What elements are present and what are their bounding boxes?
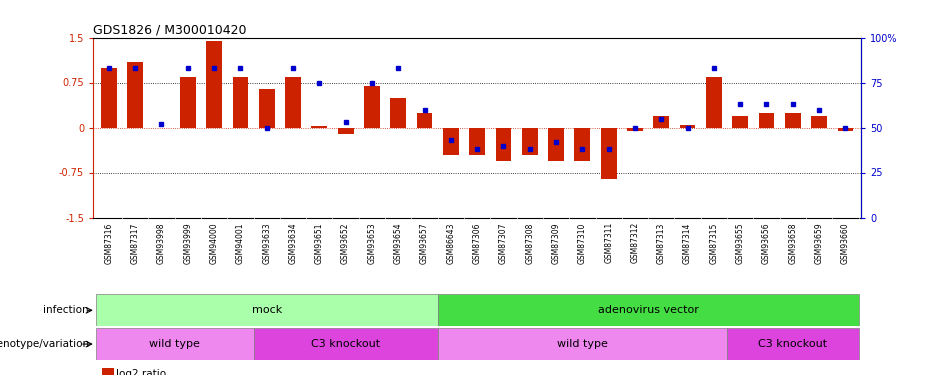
- Text: GSM87310: GSM87310: [578, 222, 587, 264]
- Bar: [838, 128, 854, 130]
- Text: GSM93651: GSM93651: [315, 222, 324, 264]
- Bar: [733, 116, 749, 128]
- Bar: [785, 112, 801, 128]
- Bar: [364, 86, 380, 128]
- Bar: [811, 116, 827, 128]
- Text: GSM93657: GSM93657: [420, 222, 429, 264]
- Text: infection: infection: [44, 305, 92, 315]
- Text: mock: mock: [251, 305, 282, 315]
- Bar: [338, 128, 354, 134]
- Bar: [206, 40, 222, 128]
- Text: C3 knockout: C3 knockout: [311, 339, 380, 349]
- Bar: [259, 88, 275, 128]
- Text: GSM87314: GSM87314: [683, 222, 692, 264]
- Bar: [312, 126, 327, 128]
- Text: GSM87315: GSM87315: [709, 222, 719, 264]
- Text: GSM86643: GSM86643: [446, 222, 455, 264]
- Bar: [438, 328, 727, 360]
- Bar: [495, 128, 511, 160]
- Bar: [96, 294, 438, 326]
- Bar: [548, 128, 564, 160]
- Text: GSM93652: GSM93652: [341, 222, 350, 264]
- Bar: [253, 328, 438, 360]
- Bar: [680, 124, 695, 128]
- Text: GSM93654: GSM93654: [394, 222, 403, 264]
- Bar: [128, 62, 143, 128]
- Text: genotype/variation: genotype/variation: [0, 339, 92, 349]
- Text: GSM93656: GSM93656: [762, 222, 771, 264]
- Bar: [438, 294, 858, 326]
- Text: wild type: wild type: [149, 339, 200, 349]
- Text: GSM93660: GSM93660: [841, 222, 850, 264]
- Bar: [574, 128, 590, 160]
- Bar: [285, 76, 301, 128]
- Bar: [233, 76, 249, 128]
- Bar: [96, 328, 253, 360]
- Text: GSM87306: GSM87306: [473, 222, 481, 264]
- Text: GSM93658: GSM93658: [789, 222, 797, 264]
- Text: log2 ratio: log2 ratio: [116, 369, 167, 375]
- Text: GSM93653: GSM93653: [368, 222, 376, 264]
- Text: GSM93655: GSM93655: [735, 222, 745, 264]
- Bar: [727, 328, 858, 360]
- Bar: [101, 68, 116, 128]
- Text: GSM87309: GSM87309: [551, 222, 560, 264]
- Text: C3 knockout: C3 knockout: [758, 339, 828, 349]
- Text: GSM87317: GSM87317: [130, 222, 140, 264]
- Text: GSM87311: GSM87311: [604, 222, 614, 263]
- Text: GSM93659: GSM93659: [815, 222, 824, 264]
- Text: GSM93634: GSM93634: [289, 222, 298, 264]
- Text: GSM87307: GSM87307: [499, 222, 508, 264]
- Text: GSM93999: GSM93999: [183, 222, 193, 264]
- Text: GDS1826 / M300010420: GDS1826 / M300010420: [93, 23, 247, 36]
- Text: GSM94001: GSM94001: [236, 222, 245, 264]
- Text: GSM87308: GSM87308: [525, 222, 534, 264]
- Bar: [469, 128, 485, 154]
- Bar: [654, 116, 669, 128]
- Bar: [522, 128, 537, 154]
- Text: GSM87316: GSM87316: [104, 222, 114, 264]
- Bar: [390, 98, 406, 128]
- Text: GSM93998: GSM93998: [157, 222, 166, 264]
- Bar: [600, 128, 616, 178]
- Text: GSM87313: GSM87313: [656, 222, 666, 264]
- Bar: [417, 112, 432, 128]
- Bar: [443, 128, 459, 154]
- Bar: [180, 76, 196, 128]
- Text: adenovirus vector: adenovirus vector: [598, 305, 698, 315]
- Text: GSM93633: GSM93633: [263, 222, 271, 264]
- Bar: [627, 128, 642, 130]
- Text: wild type: wild type: [557, 339, 608, 349]
- Text: GSM94000: GSM94000: [209, 222, 219, 264]
- Bar: [706, 76, 722, 128]
- Text: GSM87312: GSM87312: [630, 222, 640, 263]
- Bar: [759, 112, 775, 128]
